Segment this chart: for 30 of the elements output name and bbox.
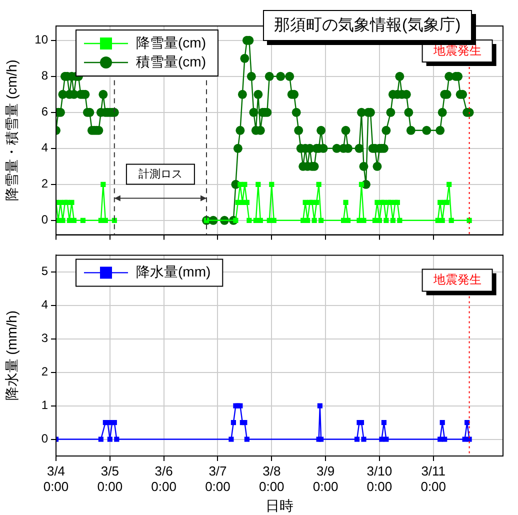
- y-tick-label: 4: [41, 140, 48, 155]
- y-tick-label: 4: [41, 298, 48, 312]
- y-tick-label: 5: [41, 264, 48, 278]
- x-tick-label: 3/6 0:00: [151, 463, 176, 494]
- x-tick-label: 3/4 0:00: [43, 463, 69, 494]
- y-axis-title: 降水量 (mm/h): [3, 310, 20, 401]
- legend-label: 降水量(mm): [136, 264, 211, 280]
- y-tick-label: 2: [41, 364, 48, 379]
- legend-label: 積雪量(cm): [136, 53, 206, 70]
- ref-line-label: 地震発生: [432, 43, 482, 58]
- y-tick-label: 3: [41, 331, 48, 346]
- y-tick-label: 8: [41, 68, 48, 83]
- x-tick-label: 3/5 0:00: [97, 463, 123, 494]
- x-tick-label: 3/9 0:00: [312, 463, 338, 494]
- x-tick-label: 3/11 0:00: [420, 463, 446, 494]
- x-tick-label: 3/10 0:00: [366, 463, 392, 494]
- legend-label: 降雪量(cm): [136, 34, 206, 50]
- chart-title: 那須町の気象情報(気象庁): [263, 10, 472, 41]
- x-tick-label: 3/8 0:00: [258, 463, 284, 494]
- y-tick-label: 1: [41, 398, 48, 412]
- y-tick-label: 6: [41, 104, 48, 119]
- x-tick-label: 3/7 0:00: [205, 463, 230, 494]
- ref-line-label: 地震発生: [432, 272, 482, 287]
- annotation: 計測ロス: [138, 167, 182, 180]
- y-tick-label: 2: [41, 176, 48, 191]
- y-axis-title: 降雪量・積雪量 (cm/h): [3, 60, 20, 202]
- y-tick-label: 0: [41, 212, 48, 227]
- y-tick-label: 0: [41, 432, 48, 446]
- x-axis-title: 日時: [266, 497, 294, 514]
- y-tick-label: 10: [34, 32, 48, 47]
